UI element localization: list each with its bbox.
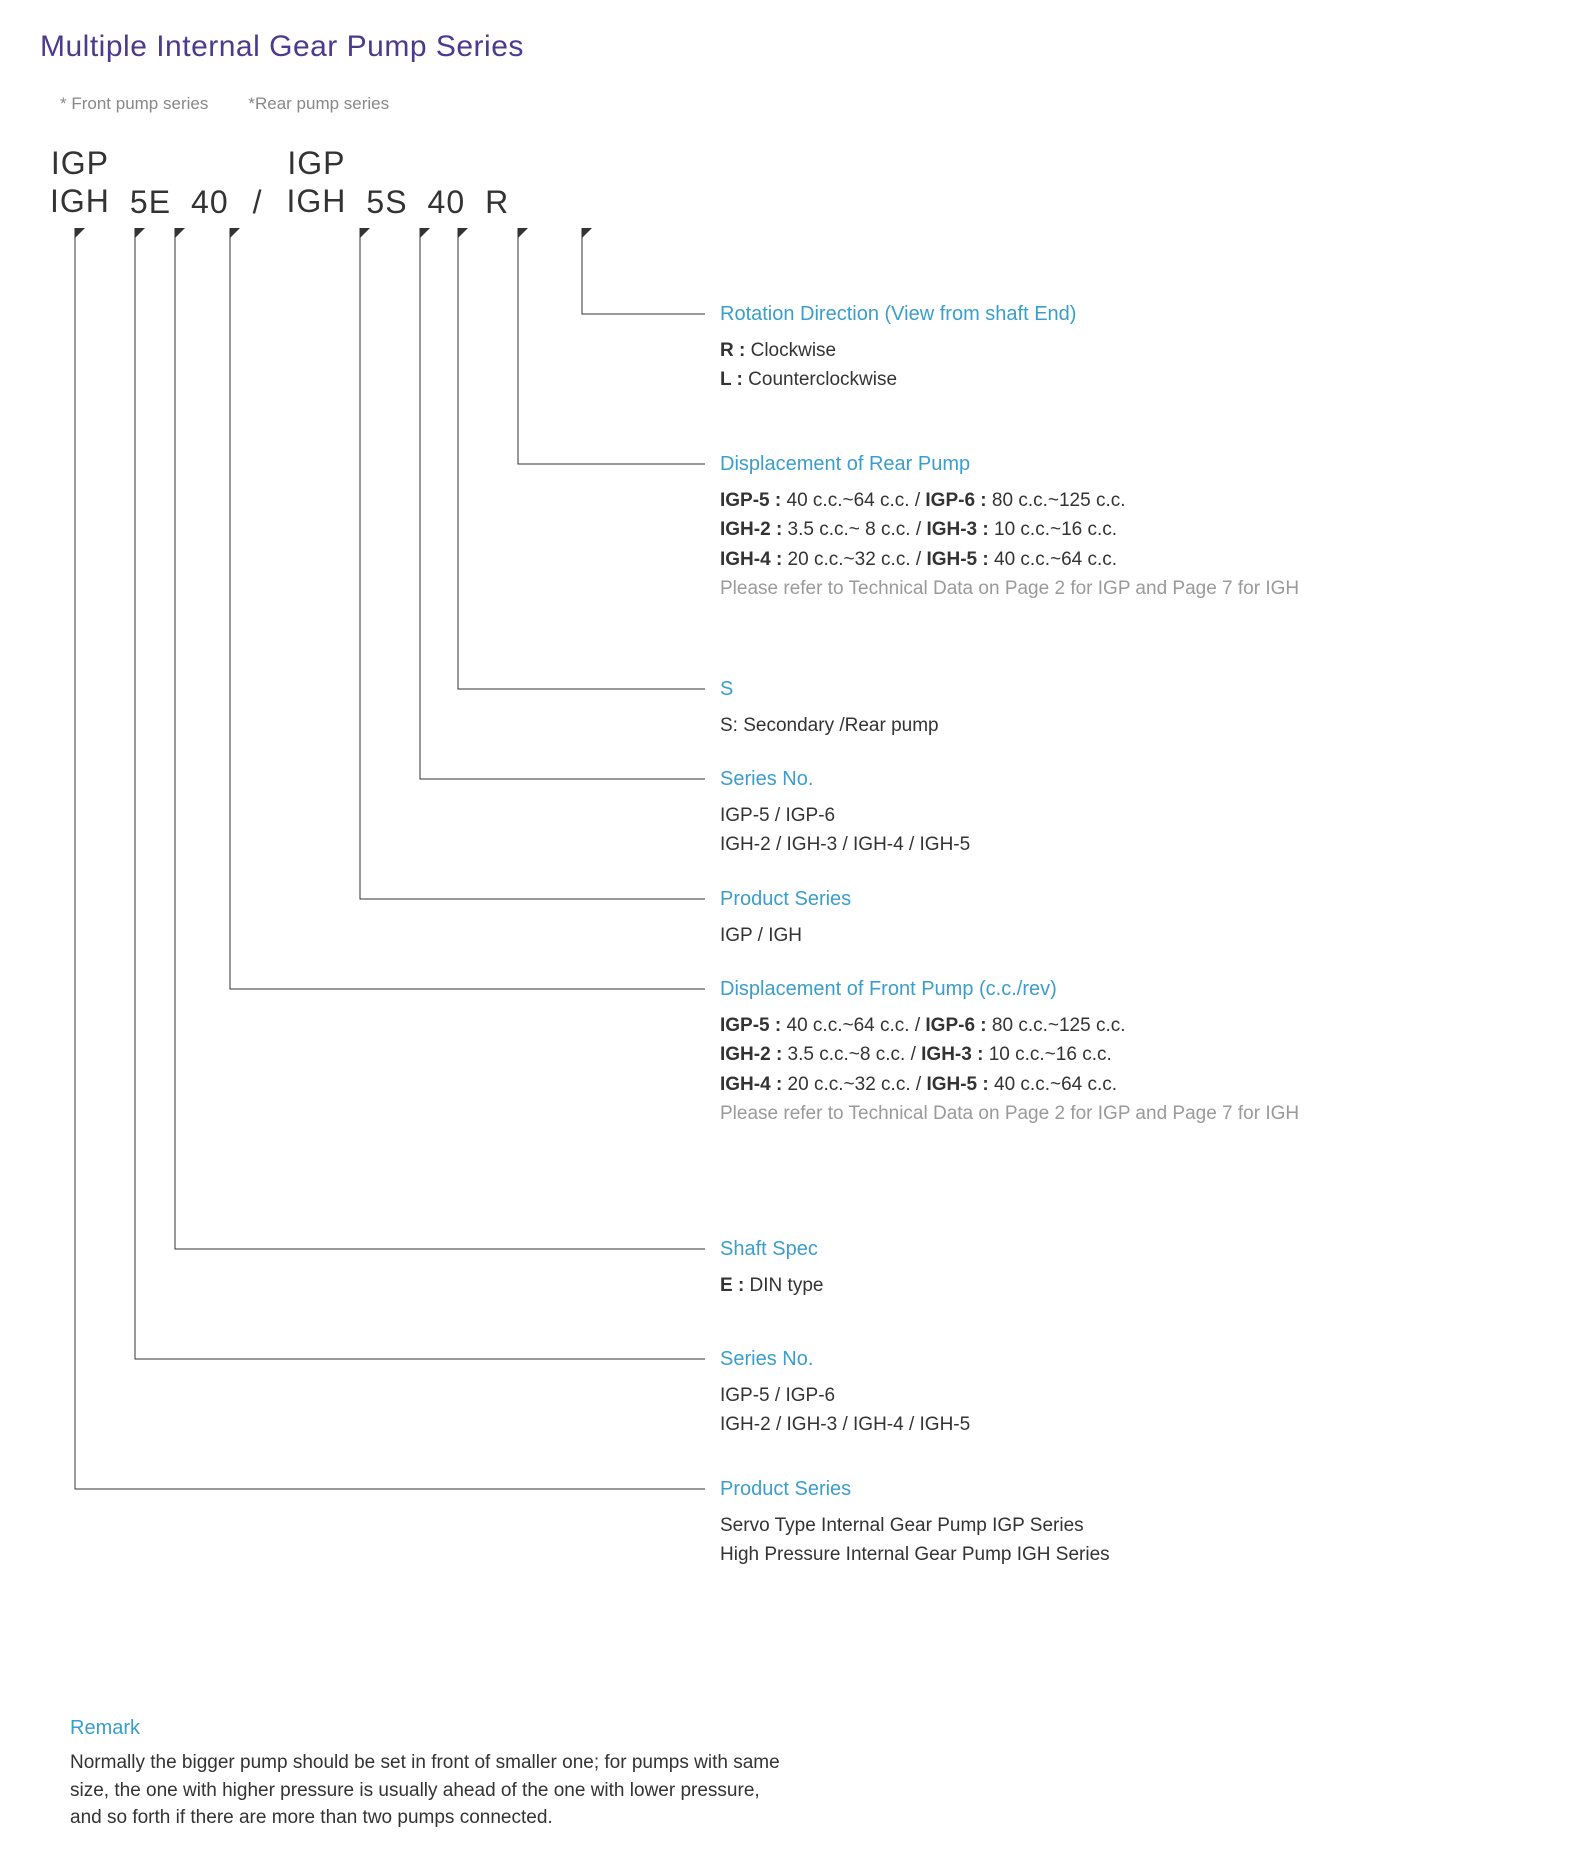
desc-shaft-spec: Shaft SpecE : DIN type (720, 1234, 823, 1300)
front-series-label: * Front pump series (60, 94, 208, 114)
desc-rotation: Rotation Direction (View from shaft End)… (720, 299, 1076, 395)
remark-body: Normally the bigger pump should be set i… (70, 1749, 790, 1832)
diagram: IGP IGH 5E 40 / IGP IGH 5S 40 R Rotation… (40, 144, 1540, 1694)
remark: Remark Normally the bigger pump should b… (70, 1714, 790, 1832)
series-labels: * Front pump series *Rear pump series (60, 94, 1542, 114)
page-title: Multiple Internal Gear Pump Series (40, 30, 1542, 64)
desc-product-series-front: Product SeriesServo Type Internal Gear P… (720, 1474, 1110, 1570)
desc-s: SS: Secondary /Rear pump (720, 674, 939, 740)
desc-series-no-rear: Series No.IGP-5 / IGP-6IGH-2 / IGH-3 / I… (720, 764, 970, 860)
desc-disp-front: Displacement of Front Pump (c.c./rev)IGP… (720, 974, 1299, 1129)
remark-title: Remark (70, 1714, 790, 1743)
desc-series-no-front: Series No.IGP-5 / IGP-6IGH-2 / IGH-3 / I… (720, 1344, 970, 1440)
rear-series-label: *Rear pump series (248, 94, 389, 114)
desc-disp-rear: Displacement of Rear PumpIGP-5 : 40 c.c.… (720, 449, 1299, 604)
desc-product-series-rear: Product SeriesIGP / IGH (720, 884, 851, 950)
